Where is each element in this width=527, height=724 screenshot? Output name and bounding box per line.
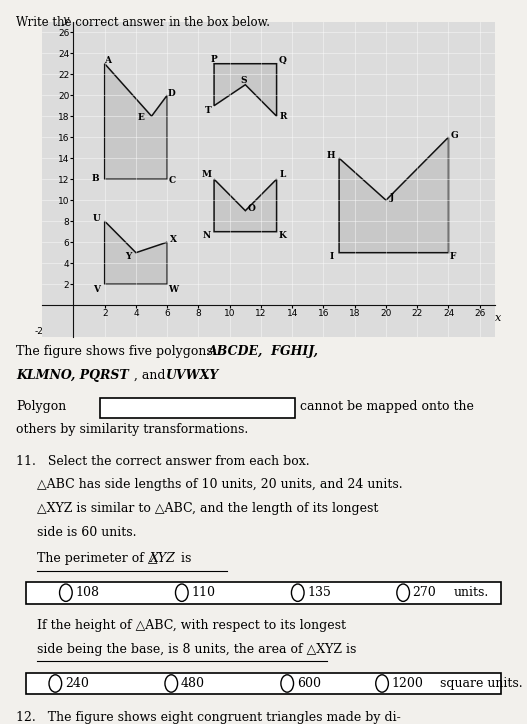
Text: 108: 108 [75, 586, 100, 599]
Text: V: V [93, 285, 100, 294]
Text: side is 60 units.: side is 60 units. [37, 526, 136, 539]
Text: 1200: 1200 [392, 677, 423, 690]
Text: R: R [279, 111, 287, 121]
Text: 240: 240 [65, 677, 89, 690]
Text: K: K [279, 232, 287, 240]
Text: J: J [390, 193, 394, 201]
Text: F: F [450, 253, 456, 261]
Text: 110: 110 [191, 586, 216, 599]
Text: B: B [92, 174, 99, 182]
Text: is: is [177, 552, 191, 565]
Text: 12.   The figure shows eight congruent triangles made by di-: 12. The figure shows eight congruent tri… [16, 712, 401, 724]
Text: others by similarity transformations.: others by similarity transformations. [16, 424, 248, 437]
Text: UVWXY: UVWXY [166, 369, 219, 382]
Text: cannot be mapped onto the: cannot be mapped onto the [300, 400, 474, 413]
Text: If the height of △ABC, with respect to its longest: If the height of △ABC, with respect to i… [37, 620, 346, 632]
Polygon shape [214, 64, 277, 117]
Text: U: U [93, 214, 101, 222]
Text: X: X [170, 235, 177, 243]
Text: M: M [201, 170, 211, 180]
Polygon shape [105, 222, 167, 285]
Text: XYZ: XYZ [150, 552, 176, 565]
Text: E: E [137, 113, 144, 122]
Text: Q: Q [279, 56, 287, 65]
Text: -2: -2 [35, 327, 43, 336]
Text: C: C [168, 176, 175, 185]
Text: H: H [327, 151, 336, 159]
Text: 480: 480 [181, 677, 205, 690]
Text: KLMNO, PQRST: KLMNO, PQRST [16, 369, 129, 382]
Text: 600: 600 [297, 677, 321, 690]
Polygon shape [105, 64, 167, 180]
Text: ABCDE,  FGHIJ,: ABCDE, FGHIJ, [208, 345, 319, 358]
Text: The figure shows five polygons:: The figure shows five polygons: [16, 345, 225, 358]
Text: W: W [168, 285, 179, 294]
Text: 135: 135 [307, 586, 331, 599]
Text: , and: , and [134, 369, 170, 382]
Text: △ABC has side lengths of 10 units, 20 units, and 24 units.: △ABC has side lengths of 10 units, 20 un… [37, 479, 403, 492]
Text: .: . [206, 369, 209, 382]
Text: Write the correct answer in the box below.: Write the correct answer in the box belo… [16, 16, 270, 29]
Text: 270: 270 [413, 586, 436, 599]
Text: T: T [204, 106, 211, 115]
Text: O: O [248, 204, 256, 213]
Text: 11.   Select the correct answer from each box.: 11. Select the correct answer from each … [16, 455, 309, 468]
Text: △XYZ is similar to △ABC, and the length of its longest: △XYZ is similar to △ABC, and the length … [37, 502, 378, 515]
Text: Polygon: Polygon [16, 400, 66, 413]
Text: Y: Y [125, 253, 131, 261]
Text: square units.: square units. [440, 677, 523, 690]
Text: D: D [168, 88, 175, 98]
Text: side being the base, is 8 units, the area of △XYZ is: side being the base, is 8 units, the are… [37, 644, 356, 656]
Text: I: I [329, 253, 334, 261]
Text: L: L [280, 170, 286, 180]
Text: N: N [202, 232, 210, 240]
Polygon shape [339, 138, 448, 253]
Text: The perimeter of △: The perimeter of △ [37, 552, 158, 565]
Text: x: x [495, 313, 502, 323]
Text: G: G [451, 130, 458, 140]
Text: units.: units. [453, 586, 489, 599]
Text: A: A [104, 56, 111, 65]
Text: P: P [211, 55, 218, 64]
Text: S: S [240, 76, 247, 85]
Polygon shape [214, 180, 277, 232]
Text: y: y [63, 14, 69, 25]
